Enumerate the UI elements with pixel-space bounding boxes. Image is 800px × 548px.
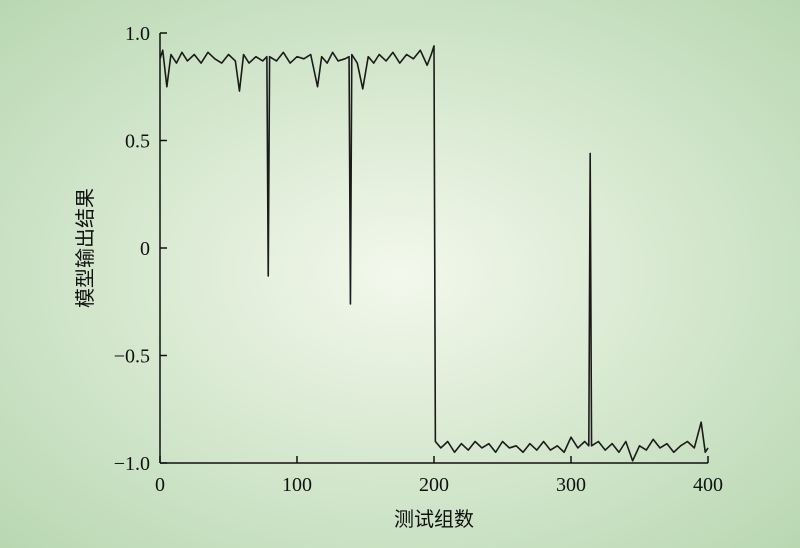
y-tick-label: 0.5: [125, 131, 150, 153]
y-tick-label: 1.0: [125, 23, 150, 45]
x-axis-label: 测试组数: [394, 508, 474, 531]
x-tick-label: 400: [693, 474, 723, 496]
x-tick-label: 0: [155, 474, 165, 496]
x-tick-label: 100: [282, 474, 312, 496]
y-axis-label: 模型输出结果: [74, 188, 97, 308]
y-tick-label: 0: [140, 238, 150, 260]
y-tick-label: −0.5: [114, 346, 150, 368]
y-tick-label: −1.0: [114, 453, 150, 475]
data-line: [159, 45, 709, 462]
x-tick-label: 200: [419, 474, 449, 496]
x-tick-label: 300: [556, 474, 586, 496]
